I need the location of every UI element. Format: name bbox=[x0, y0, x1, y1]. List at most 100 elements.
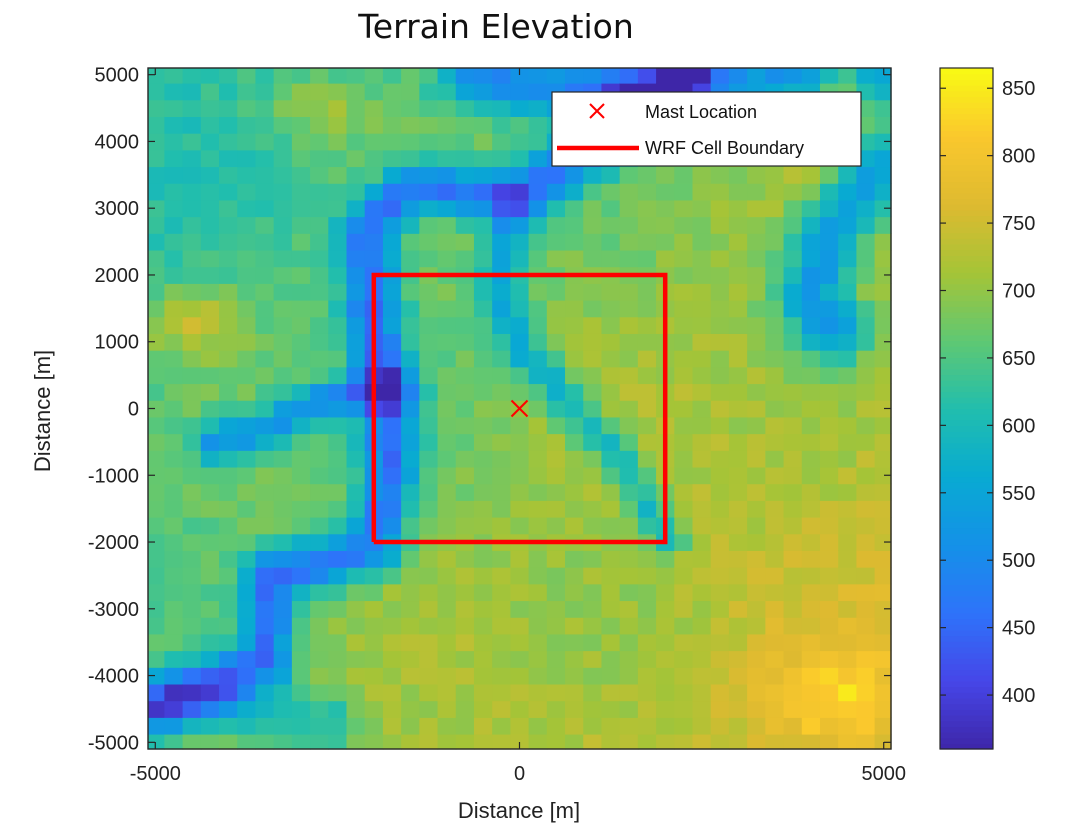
heatmap-cell bbox=[237, 516, 257, 535]
heatmap-cell bbox=[492, 516, 511, 535]
heatmap-cell bbox=[237, 383, 257, 401]
heatmap-cell bbox=[237, 633, 257, 652]
heatmap-cell bbox=[255, 516, 275, 535]
heatmap-cell bbox=[565, 500, 584, 518]
colorbar-segment bbox=[940, 448, 993, 455]
heatmap-cell bbox=[528, 667, 548, 685]
heatmap-cell bbox=[838, 550, 857, 568]
colorbar-segment bbox=[940, 414, 993, 421]
heatmap-cell bbox=[565, 300, 584, 318]
heatmap-cell bbox=[583, 516, 603, 535]
heatmap-cell bbox=[565, 466, 584, 485]
heatmap-cell bbox=[382, 500, 402, 518]
heatmap-cell bbox=[437, 333, 457, 351]
legend-label-wrf: WRF Cell Boundary bbox=[645, 138, 804, 158]
heatmap-cell bbox=[401, 733, 420, 750]
heatmap-cell bbox=[437, 600, 457, 618]
heatmap-cell bbox=[528, 450, 548, 468]
heatmap-cell bbox=[692, 667, 712, 685]
heatmap-cell bbox=[801, 700, 821, 718]
heatmap-cell bbox=[528, 249, 548, 268]
heatmap-cell bbox=[874, 583, 892, 602]
heatmap-cell bbox=[765, 433, 785, 451]
heatmap-cell bbox=[546, 733, 566, 750]
heatmap-cell bbox=[364, 99, 384, 117]
heatmap-cell bbox=[728, 600, 748, 618]
heatmap-cell bbox=[619, 466, 639, 485]
heatmap-cell bbox=[419, 249, 439, 268]
heatmap-cell bbox=[273, 633, 293, 652]
heatmap-cell bbox=[401, 383, 420, 401]
heatmap-cell bbox=[148, 600, 165, 618]
heatmap-cell bbox=[601, 400, 621, 418]
heatmap-cell bbox=[710, 68, 730, 84]
heatmap-cell bbox=[219, 350, 238, 368]
heatmap-cell bbox=[164, 166, 184, 184]
heatmap-cell bbox=[419, 717, 439, 735]
colorbar-segment bbox=[940, 391, 993, 398]
heatmap-cell bbox=[382, 433, 402, 451]
heatmap-cell bbox=[328, 450, 348, 468]
heatmap-cell bbox=[856, 450, 876, 468]
heatmap-cell bbox=[765, 249, 785, 268]
heatmap-cell bbox=[692, 68, 712, 84]
heatmap-cell bbox=[765, 700, 785, 718]
heatmap-cell bbox=[601, 583, 621, 602]
heatmap-cell bbox=[674, 183, 694, 201]
heatmap-cell bbox=[601, 216, 621, 234]
heatmap-cell bbox=[637, 416, 657, 435]
colorbar-segment bbox=[940, 397, 993, 404]
heatmap-cell bbox=[200, 483, 220, 501]
heatmap-cell bbox=[437, 633, 457, 652]
heatmap-cell bbox=[328, 617, 348, 635]
heatmap-cell bbox=[838, 233, 857, 251]
heatmap-cell bbox=[819, 567, 839, 585]
heatmap-cell bbox=[528, 600, 548, 618]
heatmap-cell bbox=[164, 183, 184, 201]
heatmap-cell bbox=[437, 68, 457, 84]
heatmap-cell bbox=[583, 483, 603, 501]
heatmap-cell bbox=[473, 249, 493, 268]
heatmap-cell bbox=[401, 466, 420, 485]
heatmap-cell bbox=[674, 550, 694, 568]
heatmap-cell bbox=[148, 300, 165, 318]
heatmap-cell bbox=[528, 617, 548, 635]
heatmap-cell bbox=[710, 233, 730, 251]
heatmap-cell bbox=[273, 617, 293, 635]
heatmap-cell bbox=[765, 633, 785, 652]
heatmap-cell bbox=[801, 400, 821, 418]
heatmap-cell bbox=[656, 216, 675, 234]
heatmap-cell bbox=[328, 199, 348, 218]
heatmap-cell bbox=[601, 333, 621, 351]
heatmap-cell bbox=[255, 283, 275, 301]
heatmap-cell bbox=[856, 249, 876, 268]
heatmap-cell bbox=[510, 567, 530, 585]
heatmap-cell bbox=[200, 116, 220, 134]
heatmap-cell bbox=[765, 650, 785, 668]
heatmap-cell bbox=[528, 350, 548, 368]
heatmap-cell bbox=[546, 700, 566, 718]
heatmap-cell bbox=[455, 68, 475, 84]
heatmap-cell bbox=[237, 149, 257, 168]
heatmap-cell bbox=[310, 667, 329, 685]
heatmap-cell bbox=[510, 99, 530, 117]
heatmap-cell bbox=[783, 500, 803, 518]
heatmap-cell bbox=[364, 249, 384, 268]
heatmap-cell bbox=[237, 233, 257, 251]
heatmap-cell bbox=[237, 433, 257, 451]
heatmap-cell bbox=[200, 300, 220, 318]
heatmap-cell bbox=[473, 466, 493, 485]
heatmap-cell bbox=[565, 600, 584, 618]
heatmap-cell bbox=[473, 700, 493, 718]
x-tick-label: -5000 bbox=[130, 763, 181, 785]
heatmap-cell bbox=[874, 116, 892, 134]
heatmap-cell bbox=[801, 667, 821, 685]
heatmap-cell bbox=[583, 333, 603, 351]
heatmap-cell bbox=[255, 416, 275, 435]
heatmap-cell bbox=[528, 216, 548, 234]
heatmap-cell bbox=[164, 316, 184, 334]
heatmap-cell bbox=[546, 350, 566, 368]
heatmap-cell bbox=[182, 683, 202, 702]
heatmap-cell bbox=[237, 283, 257, 301]
heatmap-cell bbox=[656, 717, 675, 735]
